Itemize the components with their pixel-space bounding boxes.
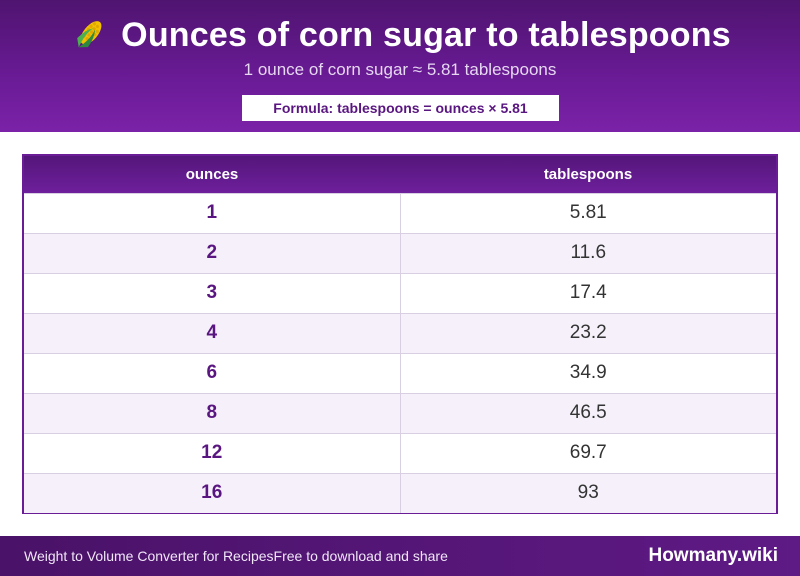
table-row: 2 11.6 [24, 232, 776, 273]
ounces-cell: 16 [24, 472, 401, 513]
footer-bar: Weight to Volume Converter for RecipesFr… [0, 536, 800, 576]
tablespoons-cell: 17.4 [400, 272, 776, 313]
table-row: 8 46.5 [24, 392, 776, 433]
tablespoons-cell: 93 [400, 472, 776, 513]
page-title: Ounces of corn sugar to tablespoons [121, 15, 731, 54]
page-subtitle: 1 ounce of corn sugar ≈ 5.81 tablespoons [243, 60, 557, 79]
header-banner: Ounces of corn sugar to tablespoons 1 ou… [0, 0, 800, 132]
footer-tagline: Weight to Volume Converter for Recipes [24, 548, 274, 564]
conversion-table: ounces tablespoons 1 5.81 2 11.6 3 17.4 … [22, 154, 778, 514]
tablespoons-cell: 69.7 [400, 432, 776, 473]
footer-caption: Weight to Volume Converter for RecipesFr… [24, 536, 448, 576]
column-header-ounces: ounces [24, 156, 400, 193]
ounces-cell: 8 [24, 392, 401, 433]
ounces-cell: 2 [24, 232, 401, 273]
tablespoons-cell: 11.6 [400, 232, 776, 273]
footer-brand[interactable]: Howmany.wiki [648, 545, 778, 566]
title-row: Ounces of corn sugar to tablespoons [0, 14, 800, 56]
table-row: 1 5.81 [24, 192, 776, 233]
table-row: 6 34.9 [24, 352, 776, 393]
ounces-cell: 6 [24, 352, 401, 393]
table-header-row: ounces tablespoons [24, 156, 776, 193]
column-header-tablespoons: tablespoons [400, 156, 776, 193]
ounces-cell: 12 [24, 432, 401, 473]
table-row: 16 93 [24, 472, 776, 513]
table-row: 3 17.4 [24, 272, 776, 313]
tablespoons-cell: 34.9 [400, 352, 776, 393]
ounces-cell: 4 [24, 312, 401, 353]
ounces-cell: 3 [24, 272, 401, 313]
tablespoons-cell: 5.81 [400, 192, 776, 233]
table-row: 4 23.2 [24, 312, 776, 353]
corn-icon [69, 15, 109, 55]
tablespoons-cell: 46.5 [400, 392, 776, 433]
ounces-cell: 1 [24, 192, 401, 233]
formula-box: Formula: tablespoons = ounces × 5.81 [242, 95, 559, 121]
tablespoons-cell: 23.2 [400, 312, 776, 353]
footer-share-text: Free to download and share [273, 548, 448, 564]
table-row: 12 69.7 [24, 432, 776, 473]
